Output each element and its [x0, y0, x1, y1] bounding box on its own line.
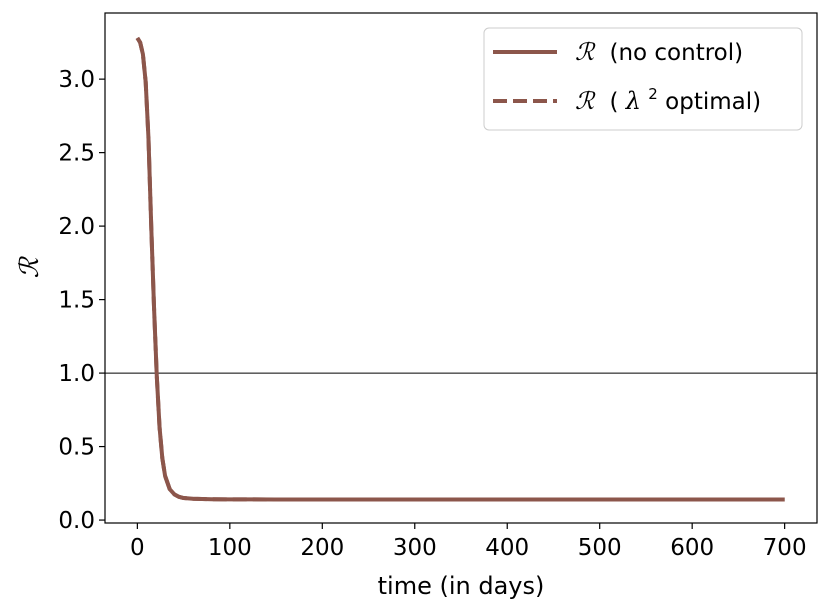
y-tick-label: 0.0 [58, 508, 95, 534]
plot-frame [104, 12, 818, 524]
x-tick-label: 300 [393, 535, 437, 561]
legend-label-no-control: ℛ (no control) [575, 38, 743, 66]
x-tick-label: 700 [763, 535, 807, 561]
y-tick-label: 3.0 [58, 67, 95, 93]
series-layer [135, 36, 785, 502]
x-tick-label: 0 [130, 535, 145, 561]
x-tick-label: 600 [670, 535, 714, 561]
x-axis-label: time (in days) [378, 572, 545, 600]
legend-label-optimal: ℛ ( λ 2 optimal) [575, 79, 761, 115]
y-tick-label: 2.0 [58, 214, 95, 240]
y-axis: 0.0 0.5 1.0 1.5 2.0 2.5 3.0 [58, 67, 105, 534]
y-tick-label: 2.5 [58, 141, 95, 167]
legend-frame [483, 27, 803, 131]
y-tick-label: 0.5 [58, 435, 95, 461]
y-tick-label: 1.0 [58, 361, 95, 387]
x-tick-label: 500 [578, 535, 622, 561]
y-tick-label: 1.5 [58, 288, 95, 314]
x-axis: 0 100 200 300 400 500 600 700 [130, 523, 807, 561]
x-tick-label: 200 [300, 535, 344, 561]
series-line-no-control [135, 36, 785, 502]
y-axis-label: ℛ [15, 255, 45, 278]
legend: ℛ (no control) ℛ ( λ 2 optimal) [483, 27, 803, 131]
x-tick-label: 100 [208, 535, 252, 561]
x-tick-label: 400 [485, 535, 529, 561]
